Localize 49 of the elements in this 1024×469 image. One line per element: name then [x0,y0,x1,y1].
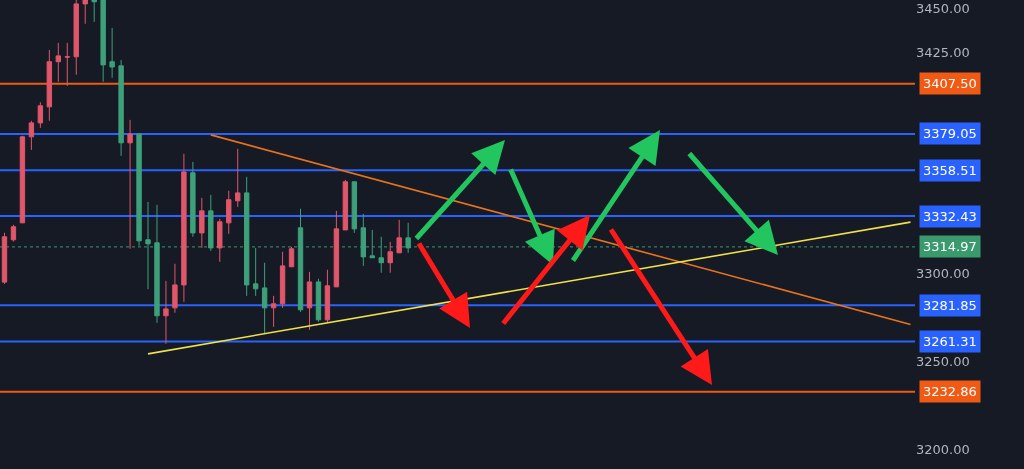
candlestick [387,241,393,274]
candlestick [306,271,313,331]
ref-line-label: 3314.97 [923,239,977,254]
candlestick [252,247,259,297]
candlestick [315,278,322,323]
candlestick [351,181,358,234]
ref-line-label: 3261.31 [923,334,977,349]
candlestick [333,210,340,288]
candlestick [261,262,268,335]
candlestick [181,153,187,303]
y-tick-label: 3250.00 [916,354,970,369]
candlestick [342,179,349,231]
candlestick [100,0,106,83]
candlestick [324,269,331,324]
candlestick [28,120,35,151]
candlestick [235,148,241,208]
y-tick-label: 3300.00 [916,265,970,281]
ref-line-label: 3232.86 [923,384,977,399]
candlestick [270,295,277,328]
ref-line-label: 3358.51 [923,163,977,178]
candlestick [118,59,124,157]
candlestick [217,218,223,263]
ref-line-label: 3332.43 [923,209,977,224]
candlestick [172,263,178,314]
y-tick-label: 3200.00 [916,442,970,458]
candlestick [396,219,402,254]
candlestick [10,224,17,243]
candlestick [73,0,79,76]
candlestick [64,42,70,87]
candlestick [1,232,8,285]
candlestick [37,101,44,129]
candlestick [82,0,88,25]
candlestick [279,251,286,309]
ref-line-label: 3281.85 [923,298,977,313]
candlestick [226,190,232,235]
candlestick [19,135,26,224]
ref-line-label: 3407.50 [923,76,977,91]
candlestick [55,42,62,83]
candlestick [199,197,205,249]
ref-line-label: 3379.05 [923,126,977,141]
y-tick-label: 3450.00 [916,1,970,17]
candlestick [46,49,53,122]
candlestick [163,280,169,345]
candlestick [109,27,115,79]
y-tick-label: 3425.00 [916,45,970,61]
candlestick [127,119,133,250]
candlestick [190,161,196,238]
candlestick [288,246,295,268]
candlestick [91,0,97,23]
